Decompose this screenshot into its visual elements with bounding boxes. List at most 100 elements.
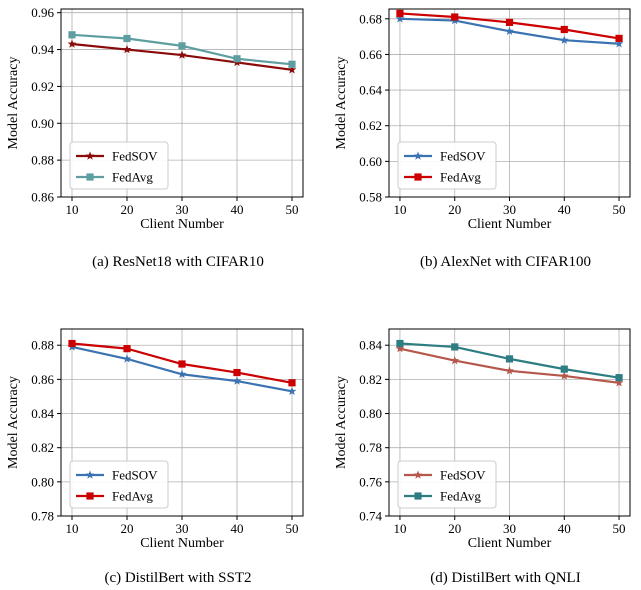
legend-label-fedavg: FedAvg [112, 489, 153, 504]
y-tick-label: 0.80 [359, 406, 382, 421]
data-point-fedavg [396, 9, 404, 18]
x-tick-label: 40 [558, 202, 571, 217]
data-point-fedsov [287, 65, 297, 74]
y-tick-label: 0.88 [31, 338, 54, 353]
y-axis-label: Model Accuracy [334, 57, 349, 150]
legend-label-fedsov: FedSOV [112, 149, 158, 164]
legend-swatch-marker [413, 151, 423, 160]
data-point-fedsov [177, 369, 187, 378]
x-tick-label: 10 [393, 521, 406, 536]
legend-swatch-marker [86, 173, 94, 181]
panel-b: 10 20 30 40 50 0.58 0.60 0.62 0.64 0.66 0.68 Client… [334, 8, 631, 270]
x-tick-label: 50 [286, 521, 299, 536]
data-point-fedsov [505, 366, 514, 375]
y-tick-label: 0.90 [31, 116, 54, 131]
data-point-fedsov [122, 44, 132, 54]
data-point-fedsov [614, 378, 624, 387]
y-tick-label: 0.58 [359, 190, 382, 205]
data-point-fedavg [233, 368, 241, 377]
data-point-fedavg [288, 379, 296, 387]
y-axis-label: Model Accuracy [6, 57, 21, 150]
legend-swatch-marker [414, 173, 422, 181]
y-tick-label: 0.96 [31, 5, 54, 20]
x-axis-label: Client Number [140, 217, 224, 232]
panel-d: 10 20 30 40 50 0.74 0.76 0.78 0.80 0.82 0.84 Client… [334, 328, 631, 586]
data-point-fedavg [123, 345, 131, 353]
data-point-fedavg [560, 365, 568, 373]
y-tick-label: 0.84 [359, 338, 382, 353]
y-tick-label: 0.94 [31, 42, 54, 57]
x-tick-label: 20 [121, 202, 134, 217]
legend-swatch-marker [413, 470, 423, 479]
y-tick-label: 0.88 [31, 153, 54, 168]
data-point-fedsov [505, 26, 514, 35]
data-point-fedavg [178, 360, 186, 368]
y-tick-label: 0.76 [359, 474, 382, 489]
x-tick-label: 40 [558, 521, 571, 536]
x-tick-label: 30 [176, 202, 189, 217]
x-tick-label: 20 [448, 202, 461, 217]
legend-label-fedavg: FedAvg [440, 170, 481, 185]
y-tick-label: 0.68 [359, 11, 382, 26]
data-point-fedavg [233, 55, 241, 63]
data-point-fedavg [178, 42, 186, 50]
x-tick-label: 10 [66, 521, 79, 536]
panel-caption: (c) DistilBert with SST2 [104, 570, 251, 586]
y-tick-label: 0.86 [31, 372, 54, 387]
panel-caption: (b) AlexNet with CIFAR100 [420, 254, 591, 270]
x-tick-label: 40 [231, 521, 244, 536]
data-point-fedavg [615, 374, 623, 382]
data-point-fedavg [68, 31, 76, 39]
data-point-fedsov [450, 355, 460, 365]
data-point-fedavg [123, 34, 131, 43]
legend: FedSOV FedAvg [397, 141, 497, 190]
y-tick-label: 0.82 [359, 372, 382, 387]
y-axis-label: Model Accuracy [6, 376, 21, 469]
y-tick-label: 0.86 [31, 190, 54, 205]
x-tick-label: 30 [503, 202, 516, 217]
x-tick-label: 50 [613, 202, 626, 217]
data-point-fedavg [396, 339, 404, 348]
data-point-fedavg [68, 339, 76, 348]
data-point-fedavg [451, 13, 459, 21]
x-tick-label: 40 [231, 202, 244, 217]
legend: FedSOV FedAvg [69, 460, 169, 509]
legend-swatch-marker [85, 470, 95, 479]
y-tick-label: 0.78 [359, 440, 382, 455]
data-point-fedsov [67, 39, 77, 48]
data-point-fedavg [615, 34, 623, 43]
data-point-fedsov [177, 50, 187, 59]
data-point-fedavg [505, 355, 514, 363]
x-tick-label: 50 [613, 521, 626, 536]
y-tick-label: 0.82 [31, 440, 54, 455]
legend-swatch-marker [85, 151, 95, 160]
data-point-fedsov [395, 14, 405, 23]
x-axis-label: Client Number [468, 536, 552, 551]
legend-swatch-marker [414, 492, 422, 500]
data-point-fedsov [559, 35, 569, 44]
x-tick-label: 50 [286, 202, 299, 217]
panel-caption: (a) ResNet18 with CIFAR10 [92, 254, 264, 270]
y-tick-label: 0.92 [31, 79, 54, 94]
data-point-fedsov [559, 371, 569, 380]
x-tick-label: 20 [448, 521, 461, 536]
y-tick-label: 0.78 [31, 509, 54, 524]
y-tick-label: 0.66 [359, 47, 382, 62]
x-axis-label: Client Number [140, 536, 224, 551]
legend-label-fedsov: FedSOV [112, 468, 158, 483]
panel-c: 10 20 30 40 50 0.78 0.80 0.82 0.84 0.86 0.88 Client… [6, 328, 304, 586]
data-point-fedavg [451, 343, 459, 351]
data-point-fedsov [232, 376, 242, 385]
y-tick-label: 0.62 [359, 118, 382, 133]
x-tick-label: 30 [503, 521, 516, 536]
data-point-fedavg [505, 18, 514, 26]
legend-label-fedsov: FedSOV [440, 468, 486, 483]
y-tick-label: 0.74 [359, 509, 382, 524]
y-tick-label: 0.80 [31, 474, 54, 489]
legend-label-fedavg: FedAvg [440, 489, 481, 504]
data-point-fedavg [288, 60, 296, 68]
panel-a: 10 20 30 40 50 0.86 0.88 0.90 0.92 0.94 0.96 Client… [6, 5, 304, 270]
x-tick-label: 30 [176, 521, 189, 536]
panel-caption: (d) DistilBert with QNLI [430, 570, 580, 586]
